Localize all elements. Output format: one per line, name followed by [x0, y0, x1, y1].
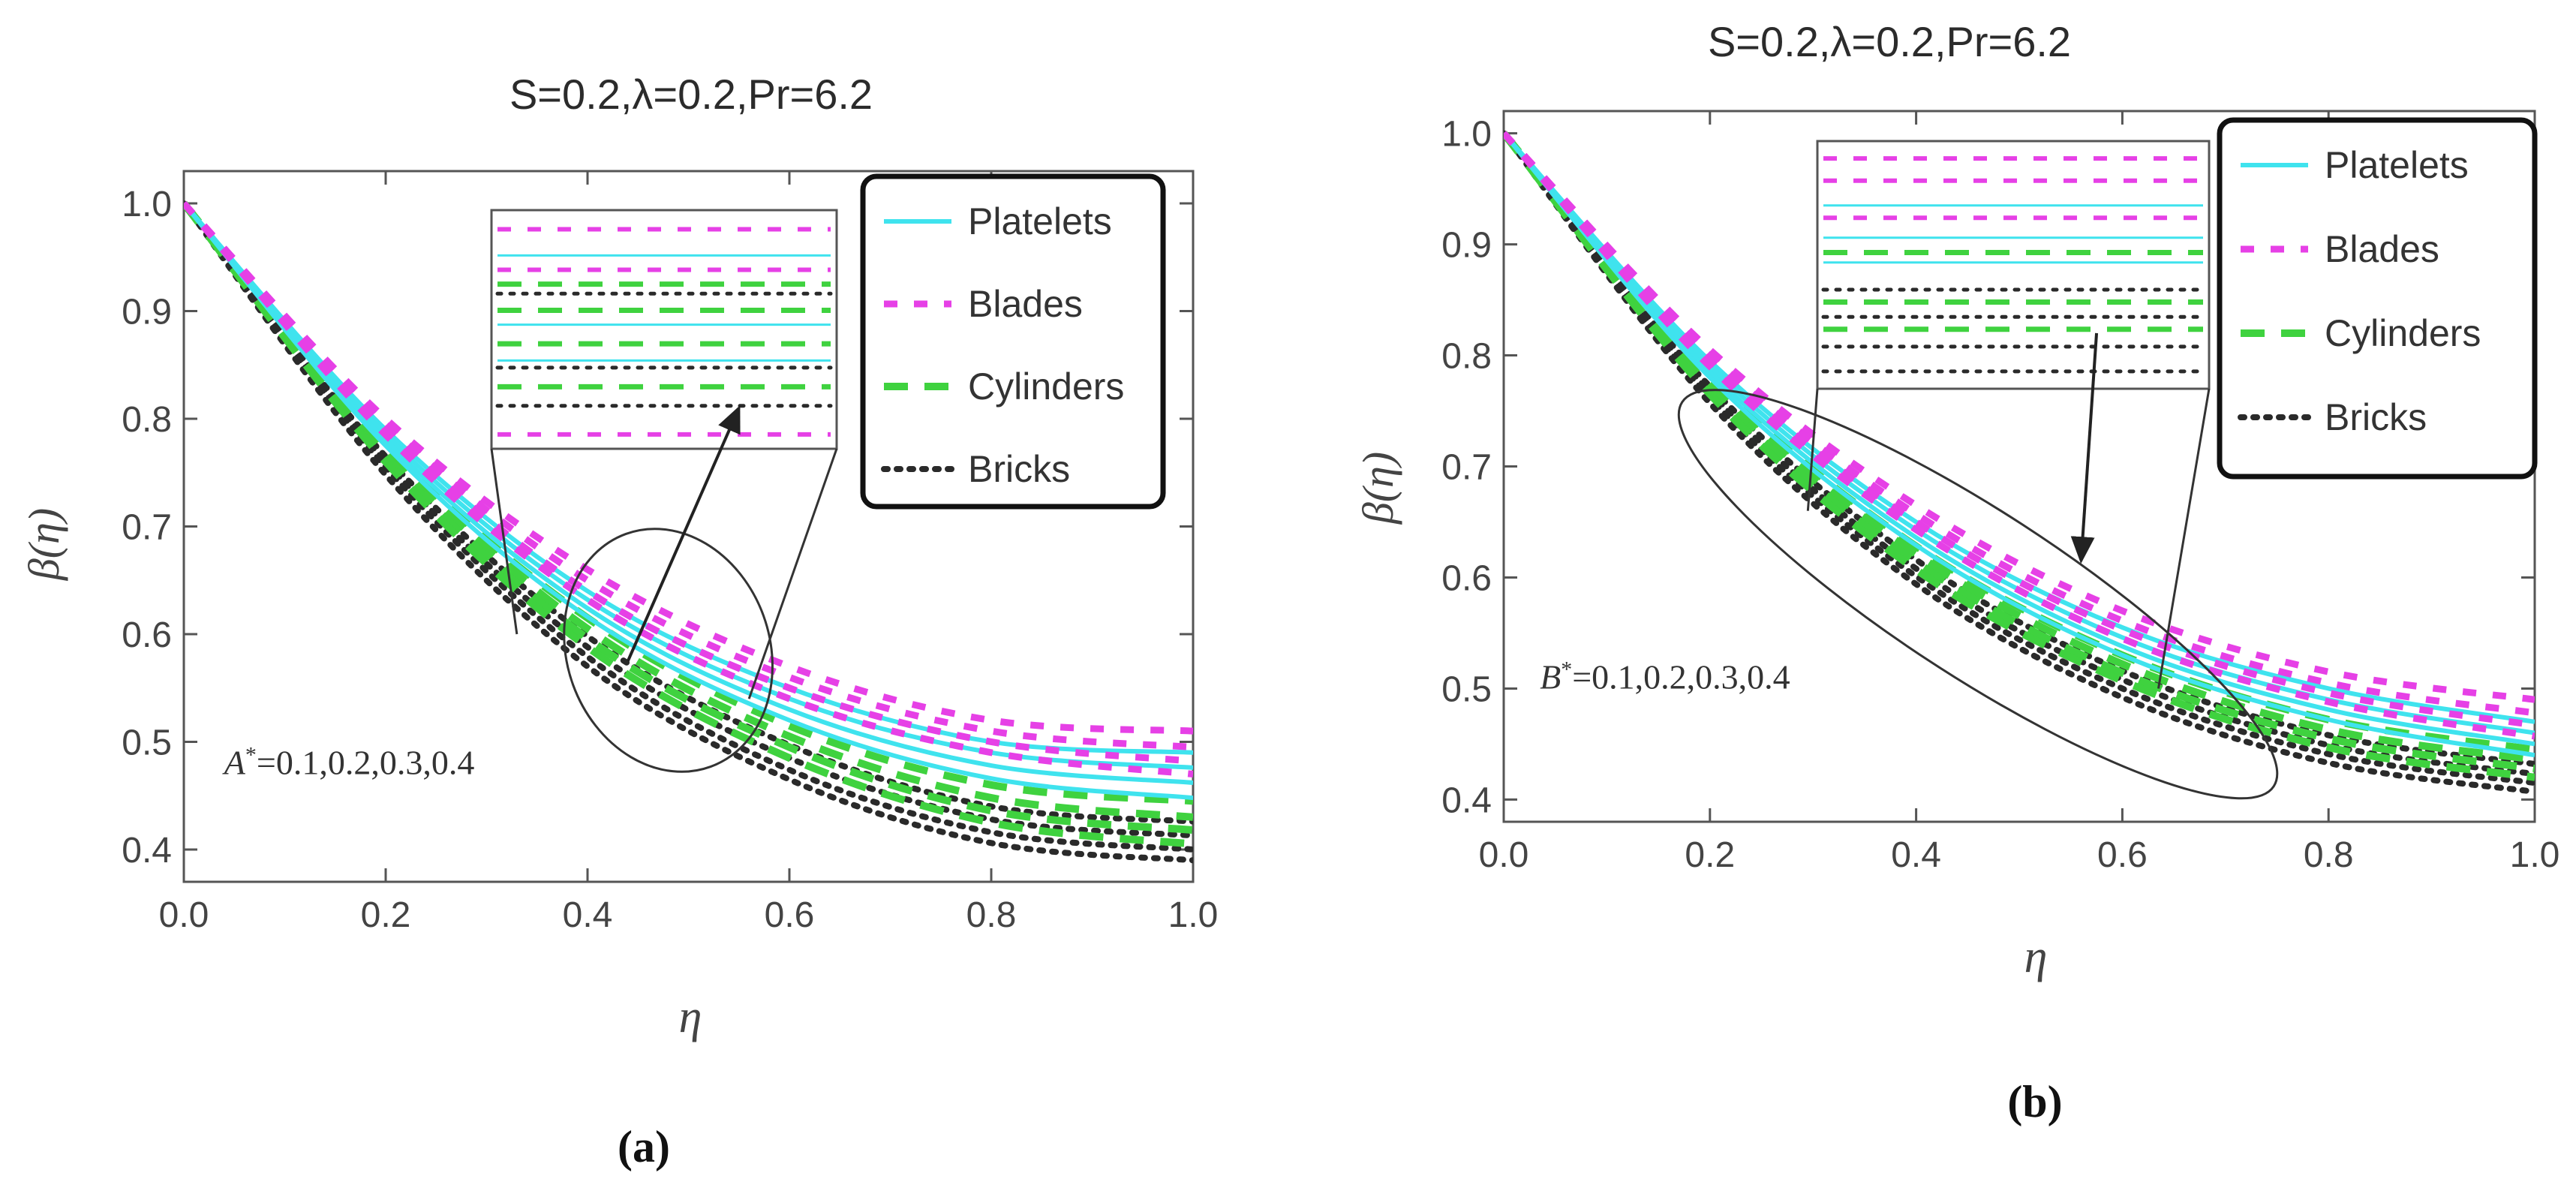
x-tick-label: 0.4 — [1891, 835, 1941, 875]
legend-box — [2217, 117, 2538, 480]
zoom-connector — [490, 448, 519, 635]
legend-label-bricks: Bricks — [2325, 396, 2427, 438]
x-tick-label: 0.0 — [1479, 835, 1529, 875]
y-tick-label: 1.0 — [122, 185, 172, 224]
series-line-blades — [184, 201, 1193, 765]
series-line-blades — [1504, 131, 2535, 717]
x-tick-label: 0.8 — [2304, 835, 2354, 875]
svg-text:β(η): β(η) — [20, 508, 68, 581]
x-tick-label: 0.2 — [361, 895, 411, 935]
series-line-platelets — [184, 202, 1193, 801]
y-tick-label: 0.6 — [1441, 558, 1492, 598]
legend-label-blades: Blades — [968, 283, 1083, 325]
parameter-annotation: B*=0.1,0.2,0.3,0.4 — [1540, 657, 1790, 696]
x-tick-label: 0.6 — [765, 895, 815, 935]
y-tick-label: 0.4 — [1441, 780, 1492, 820]
y-tick-label: 0.5 — [1441, 669, 1492, 709]
series-line-bricks — [184, 200, 1193, 853]
series-line-bricks — [184, 200, 1193, 839]
series-line-bricks — [1504, 130, 2535, 796]
y-tick-label: 0.4 — [122, 831, 172, 871]
x-tick-label: 1.0 — [1168, 895, 1219, 935]
series-line-platelets — [184, 202, 1193, 770]
x-tick-label: 0.8 — [966, 895, 1017, 935]
series-group — [1504, 130, 2535, 796]
legend-label-bricks: Bricks — [968, 448, 1070, 490]
parameter-annotation: A*=0.1,0.2,0.3,0.4 — [222, 742, 475, 782]
series-line-bricks — [184, 200, 1193, 864]
y-tick-label: 0.9 — [122, 293, 172, 332]
y-tick-label: 0.8 — [1441, 337, 1492, 377]
legend-label-blades: Blades — [2325, 228, 2439, 270]
zoom-connector — [2157, 388, 2211, 689]
series-line-platelets — [184, 202, 1193, 785]
zoom-connector — [747, 448, 838, 699]
y-tick-label: 0.5 — [122, 723, 172, 762]
series-line-blades — [184, 201, 1193, 751]
series-line-blades — [1504, 131, 2535, 729]
y-tick-label: 0.7 — [1441, 448, 1492, 488]
inset-box — [490, 209, 838, 450]
trend-arrow — [2070, 332, 2099, 564]
series-line-platelets — [1504, 131, 2535, 724]
legend-label-cylinders: Cylinders — [2325, 312, 2481, 354]
x-tick-label: 0.0 — [159, 895, 209, 935]
trend-arrow — [626, 405, 741, 662]
zoom-connector — [1806, 388, 1819, 511]
zoom-ellipse — [563, 528, 774, 773]
series-line-cylinders — [1504, 131, 2535, 781]
y-tick-label: 0.6 — [122, 615, 172, 655]
series-line-platelets — [1504, 131, 2535, 735]
y-tick-label: 0.9 — [1441, 226, 1492, 266]
series-line-blades — [184, 200, 1193, 735]
series-group — [184, 200, 1193, 864]
series-line-cylinders — [184, 200, 1193, 848]
x-tick-label: 0.4 — [563, 895, 613, 935]
panel-label-a: (a) — [618, 1122, 670, 1171]
x-tick-label: 1.0 — [2510, 835, 2560, 875]
y-tick-label: 0.8 — [122, 400, 172, 440]
legend-label-cylinders: Cylinders — [968, 365, 1124, 408]
series-line-platelets — [1504, 131, 2535, 758]
chart-panel-a: S=0.2,λ=0.2,Pr=6.2 β(η) η 0.0 0.2 0.4 0.6 0.… — [20, 71, 1219, 1171]
chart-panel-b: S=0.2,λ=0.2,Pr=6.2 β(η) η 0.0 0.2 0.4 0.6 0.… — [1354, 18, 2560, 1126]
y-axis-label-b: β(η) — [1354, 452, 1402, 525]
x-tick-label: 0.2 — [1685, 835, 1735, 875]
series-line-platelets — [1504, 131, 2535, 747]
panel-label-b: (b) — [2007, 1077, 2062, 1126]
y-tick-label: 0.7 — [122, 508, 172, 548]
x-tick-label: 0.6 — [2097, 835, 2148, 875]
y-tick-label: 1.0 — [1441, 115, 1492, 155]
chart-title-a: S=0.2,λ=0.2,Pr=6.2 — [509, 71, 873, 118]
svg-text:β(η): β(η) — [1354, 452, 1402, 525]
inset-box — [1816, 140, 2211, 390]
legend-label-platelets: Platelets — [968, 200, 1112, 242]
chart-title-b: S=0.2,λ=0.2,Pr=6.2 — [1708, 18, 2071, 65]
x-axis-label-a: η — [679, 991, 702, 1042]
series-line-cylinders — [184, 200, 1193, 821]
zoom-ellipse — [1677, 389, 2279, 800]
legend-label-platelets: Platelets — [2325, 144, 2469, 186]
y-axis-label-a: β(η) — [20, 508, 68, 581]
legend-box — [860, 173, 1166, 510]
x-axis-label-b: η — [2024, 931, 2048, 982]
